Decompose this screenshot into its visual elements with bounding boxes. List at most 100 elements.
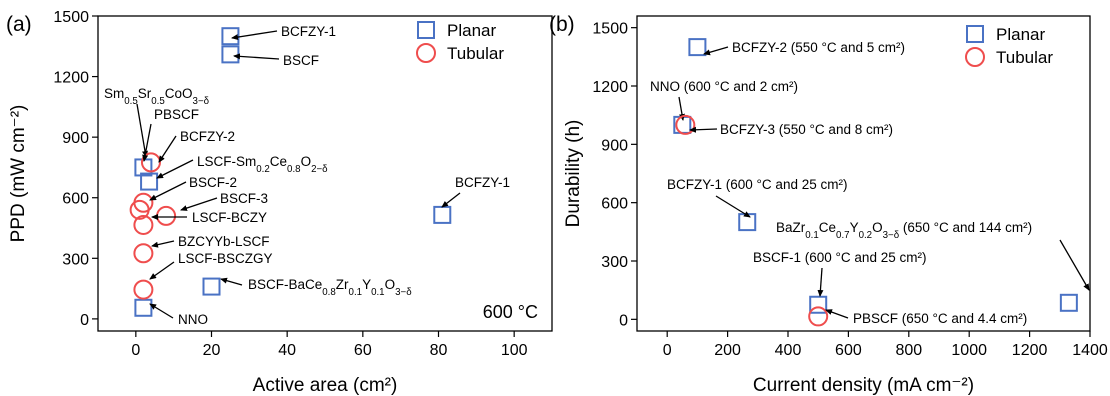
x-tick-label: 60 (354, 342, 372, 359)
x-tick-label: 20 (203, 342, 221, 359)
point-annotation: NNO (178, 312, 208, 327)
legend-label: Tubular (447, 44, 504, 63)
panel-label: (a) (6, 13, 32, 36)
y-tick-label: 1200 (592, 79, 628, 96)
data-point-planar (221, 27, 240, 46)
legend: Planar Tubular (416, 21, 504, 63)
y-axis-title: Durability (h) (563, 120, 584, 228)
y-tick-label: 0 (80, 312, 89, 329)
x-tick-label: 0 (663, 342, 672, 359)
point-annotation: BCFZY-2 (180, 129, 235, 144)
data-point-planar (202, 277, 221, 296)
data-point-planar (688, 38, 707, 57)
data-point-planar (1059, 293, 1078, 312)
x-tick-label: 600 (835, 342, 862, 359)
annotation-arrow (158, 135, 177, 163)
annotation-arrow (151, 240, 175, 248)
panel-a: 0 20 40 60 80 100 0 300 600 900 1200 1500 Active are… (6, 9, 553, 396)
y-tick-label: 1200 (53, 70, 89, 87)
point-annotation: BZCYYb-LSCF (178, 234, 270, 249)
data-point-tubular (129, 199, 150, 220)
point-annotation: LSCF-BCZY (192, 210, 267, 225)
annotation-arrow (825, 309, 849, 319)
annotation-arrow (703, 46, 729, 56)
point-annotation: LSCF-BSCZGY (178, 251, 273, 266)
annotation-arrow (149, 261, 175, 280)
y-tick-label: 600 (601, 196, 628, 213)
legend-marker-square (417, 21, 435, 39)
panel-b: 0 200 400 600 800 1000 1200 1400 0 300 600 900 1200 1… (549, 13, 1108, 396)
annotation-arrow (817, 267, 824, 297)
data-point-planar (134, 298, 153, 317)
data-point-tubular (808, 306, 829, 327)
annotation-arrow (689, 126, 718, 133)
data-point-tubular (133, 214, 154, 235)
annotation-arrow (149, 181, 187, 201)
y-tick-label: 900 (601, 137, 628, 154)
annotation-arrow (142, 123, 152, 162)
data-point-planar (738, 213, 757, 232)
data-point-tubular (675, 114, 696, 135)
y-tick-label: 0 (619, 312, 628, 329)
point-annotation: BCFZY-1 (455, 175, 510, 190)
y-tick-label: 300 (601, 254, 628, 271)
x-tick-label: 100 (501, 342, 528, 359)
data-point-planar (140, 172, 159, 191)
point-annotation: BCFZY-3 (550 °C and 8 cm²) (720, 122, 893, 137)
point-annotation: PBSCF (650 °C and 4.4 cm²) (853, 311, 1027, 326)
annotation-arrow (441, 192, 461, 208)
x-tick-label: 1000 (951, 342, 987, 359)
point-annotation: BaZr0.1Ce0.7Y0.2O3−δ (650 °C and 144 cm²… (776, 220, 1032, 241)
point-annotation: BSCF (283, 53, 319, 68)
y-tick-label: 1500 (592, 21, 628, 38)
y-tick-label: 600 (62, 191, 89, 208)
point-annotation: BCFZY-1 (600 °C and 25 cm²) (667, 177, 847, 192)
annotation-arrow (149, 303, 174, 319)
data-point-tubular (156, 205, 177, 226)
annotation-arrow (220, 277, 243, 286)
x-tick-label: 200 (714, 342, 741, 359)
legend-label: Tubular (996, 48, 1053, 67)
legend: Planar Tubular (965, 25, 1053, 67)
data-point-planar (221, 45, 240, 64)
point-annotation: BSCF-BaCe0.8Zr0.1Y0.1O3−δ (248, 277, 412, 298)
x-tick-label: 80 (430, 342, 448, 359)
legend-marker-circle (965, 47, 985, 67)
point-annotation: BCFZY-1 (281, 24, 336, 39)
legend-label: Planar (996, 25, 1045, 44)
annotation-arrow (233, 53, 280, 60)
point-annotation: BSCF-2 (189, 175, 237, 190)
condition-note: 600 °C (483, 302, 538, 322)
data-point-planar (433, 205, 452, 224)
x-tick-label: 40 (278, 342, 296, 359)
point-annotation: BSCF-3 (220, 191, 268, 206)
point-annotation: Sm0.5Sr0.5CoO3−δ (104, 86, 209, 107)
annotation-arrow (1059, 239, 1090, 291)
y-tick-label: 300 (62, 251, 89, 268)
annotation-arrow (156, 159, 194, 179)
x-tick-label: 800 (895, 342, 922, 359)
x-tick-label: 0 (131, 342, 140, 359)
legend-marker-circle (416, 43, 436, 63)
x-tick-label: 1200 (1012, 342, 1048, 359)
x-tick-label: 400 (775, 342, 802, 359)
plot-frame (636, 15, 1091, 332)
point-annotation: BCFZY-2 (550 °C and 5 cm²) (732, 40, 905, 55)
point-annotation: LSCF-Sm0.2Ce0.8O2−δ (197, 154, 328, 175)
data-point-tubular (133, 279, 154, 300)
panel-label: (b) (549, 13, 575, 36)
annotation-arrow (715, 195, 751, 218)
annotation-arrow (231, 30, 278, 41)
x-axis-title: Current density (mA cm⁻²) (753, 375, 974, 396)
x-axis-title: Active area (cm²) (253, 375, 398, 396)
annotation-arrow (180, 197, 218, 211)
plot-frame (97, 15, 553, 332)
y-tick-label: 900 (62, 130, 89, 147)
data-point-tubular (133, 243, 154, 264)
y-tick-label: 1500 (53, 9, 89, 26)
x-tick-label: 1400 (1072, 342, 1108, 359)
point-annotation: BSCF-1 (600 °C and 25 cm²) (753, 250, 926, 265)
point-annotation: NNO (600 °C and 2 cm²) (650, 79, 798, 94)
legend-marker-square (966, 25, 984, 43)
